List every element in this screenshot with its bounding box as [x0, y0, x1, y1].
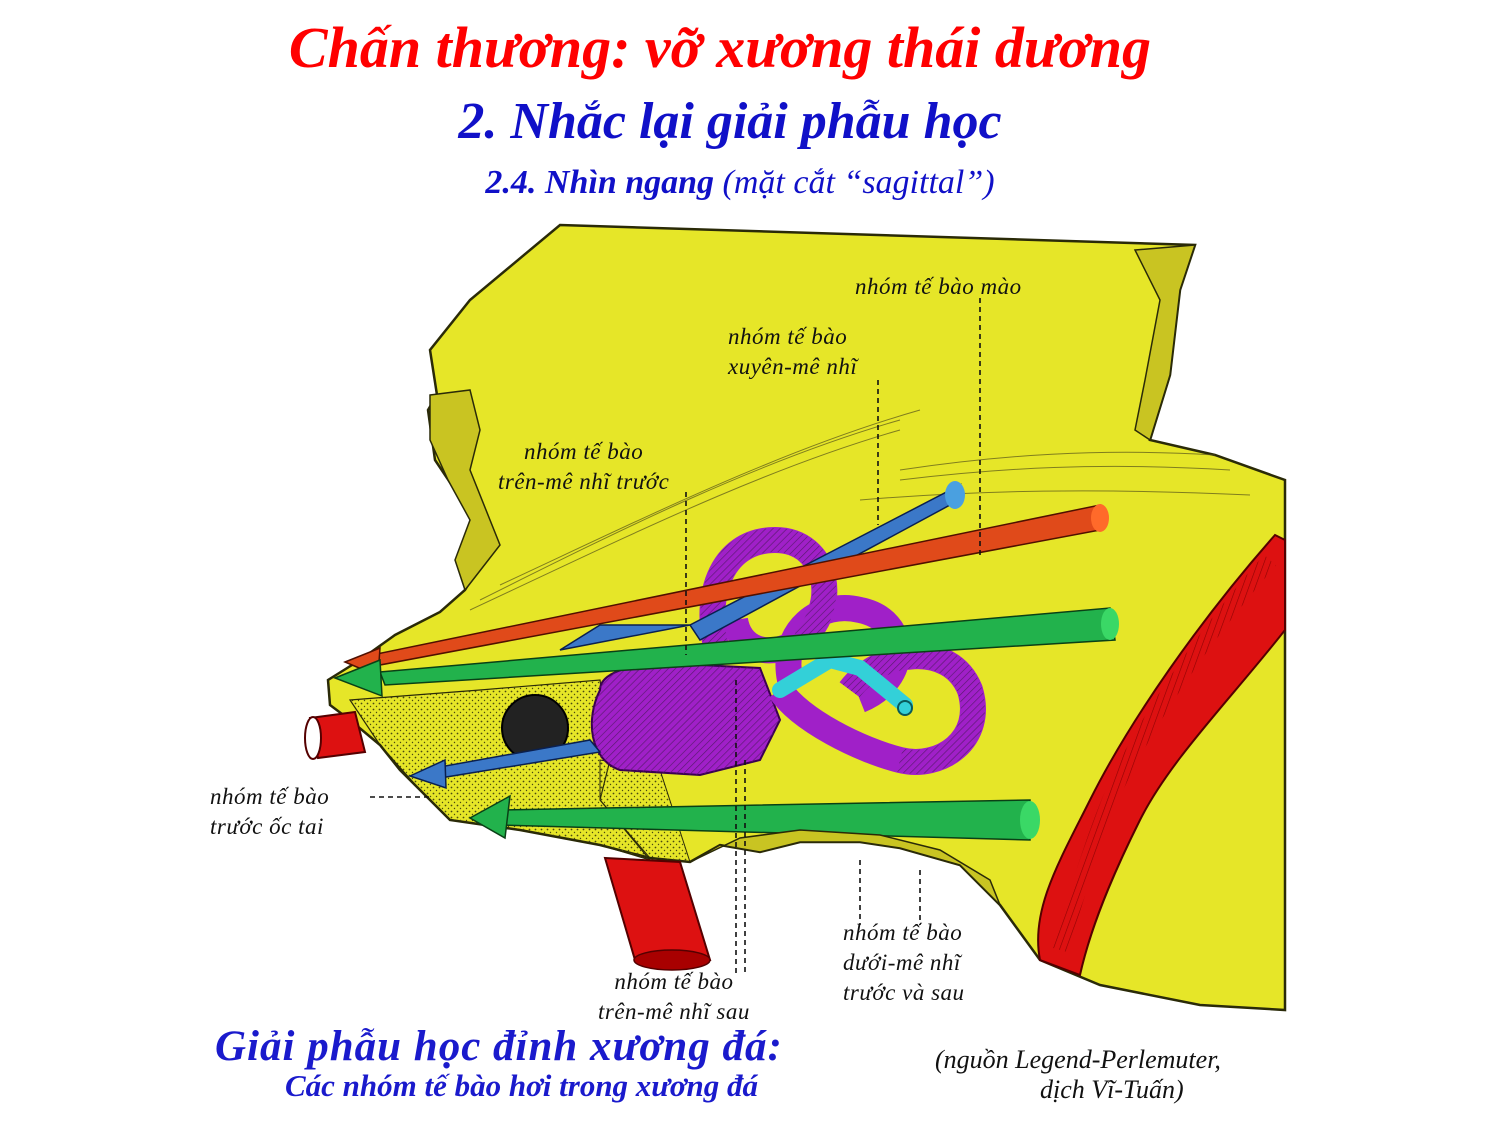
- caption-subtitle: Các nhóm tế bào hơi trong xương đá: [285, 1068, 759, 1103]
- subsection-rest: (mặt cắt “sagittal”): [714, 164, 995, 201]
- bone-edge-texture: [429, 389, 501, 592]
- carotid-vessel-lower: [603, 856, 712, 961]
- source-line2: dịch Vĩ-Tuấn): [1040, 1075, 1184, 1104]
- label-precochlear-line2: trước ốc tai: [210, 814, 324, 839]
- label-translabyrinthine-line2: xuyên-mê nhĩ: [728, 354, 858, 379]
- caption-title: Giải phẫu học đỉnh xương đá:: [215, 1023, 783, 1070]
- label-infralabyrinthine-line3: trước và sau: [843, 980, 965, 1005]
- bone-striations: [469, 409, 1251, 611]
- label-precochlear: nhóm tế bào trước ốc tai: [210, 782, 329, 842]
- label-supralabyrinthine-posterior-line1: nhóm tế bào: [614, 969, 734, 994]
- main-title: Chấn thương: vỡ xương thái dương: [288, 15, 1152, 80]
- label-infralabyrinthine-line1: nhóm tế bào: [843, 920, 963, 945]
- label-supralabyrinthine-posterior-line2: trên-mê nhĩ sau: [598, 999, 750, 1024]
- label-translabyrinthine: nhóm tế bào xuyên-mê nhĩ: [728, 322, 857, 382]
- label-infralabyrinthine-line2: dưới-mê nhĩ: [843, 950, 961, 975]
- label-translabyrinthine-line1: nhóm tế bào: [728, 324, 848, 349]
- source-line1: (nguồn Legend-Perlemuter,: [935, 1045, 1221, 1074]
- section-title: 2. Nhắc lại giải phẫu học: [458, 93, 1002, 150]
- facial-canal: [772, 651, 913, 713]
- bone-lower-edge-texture: [689, 829, 1001, 906]
- subsection-bold: 2.4. Nhìn ngang: [485, 164, 715, 201]
- label-supralabyrinthine-anterior: nhóm tế bào trên-mê nhĩ trước: [498, 437, 669, 497]
- sigmoid-sinus-vessel: [1037, 533, 1286, 977]
- bone-edge-texture-right: [1133, 244, 1197, 442]
- leader-lines: [370, 298, 981, 975]
- pneumatization-tracts: [332, 481, 1119, 841]
- label-supralabyrinthine-anterior-line1: nhóm tế bào: [524, 439, 644, 464]
- label-supralabyrinthine-anterior-line2: trên-mê nhĩ trước: [498, 469, 670, 494]
- label-supralabyrinthine-posterior: nhóm tế bào trên-mê nhĩ sau: [598, 967, 750, 1027]
- source-citation: (nguồn Legend-Perlemuter, dịch Vĩ-Tuấn): [935, 1045, 1221, 1105]
- label-crest-cells: nhóm tế bào mào: [855, 274, 1022, 299]
- label-precochlear-line1: nhóm tế bào: [210, 784, 330, 809]
- subsection-title: 2.4. Nhìn ngang (mặt cắt “sagittal”): [0, 164, 1480, 202]
- label-infralabyrinthine: nhóm tế bào dưới-mê nhĩ trước và sau: [843, 918, 965, 1008]
